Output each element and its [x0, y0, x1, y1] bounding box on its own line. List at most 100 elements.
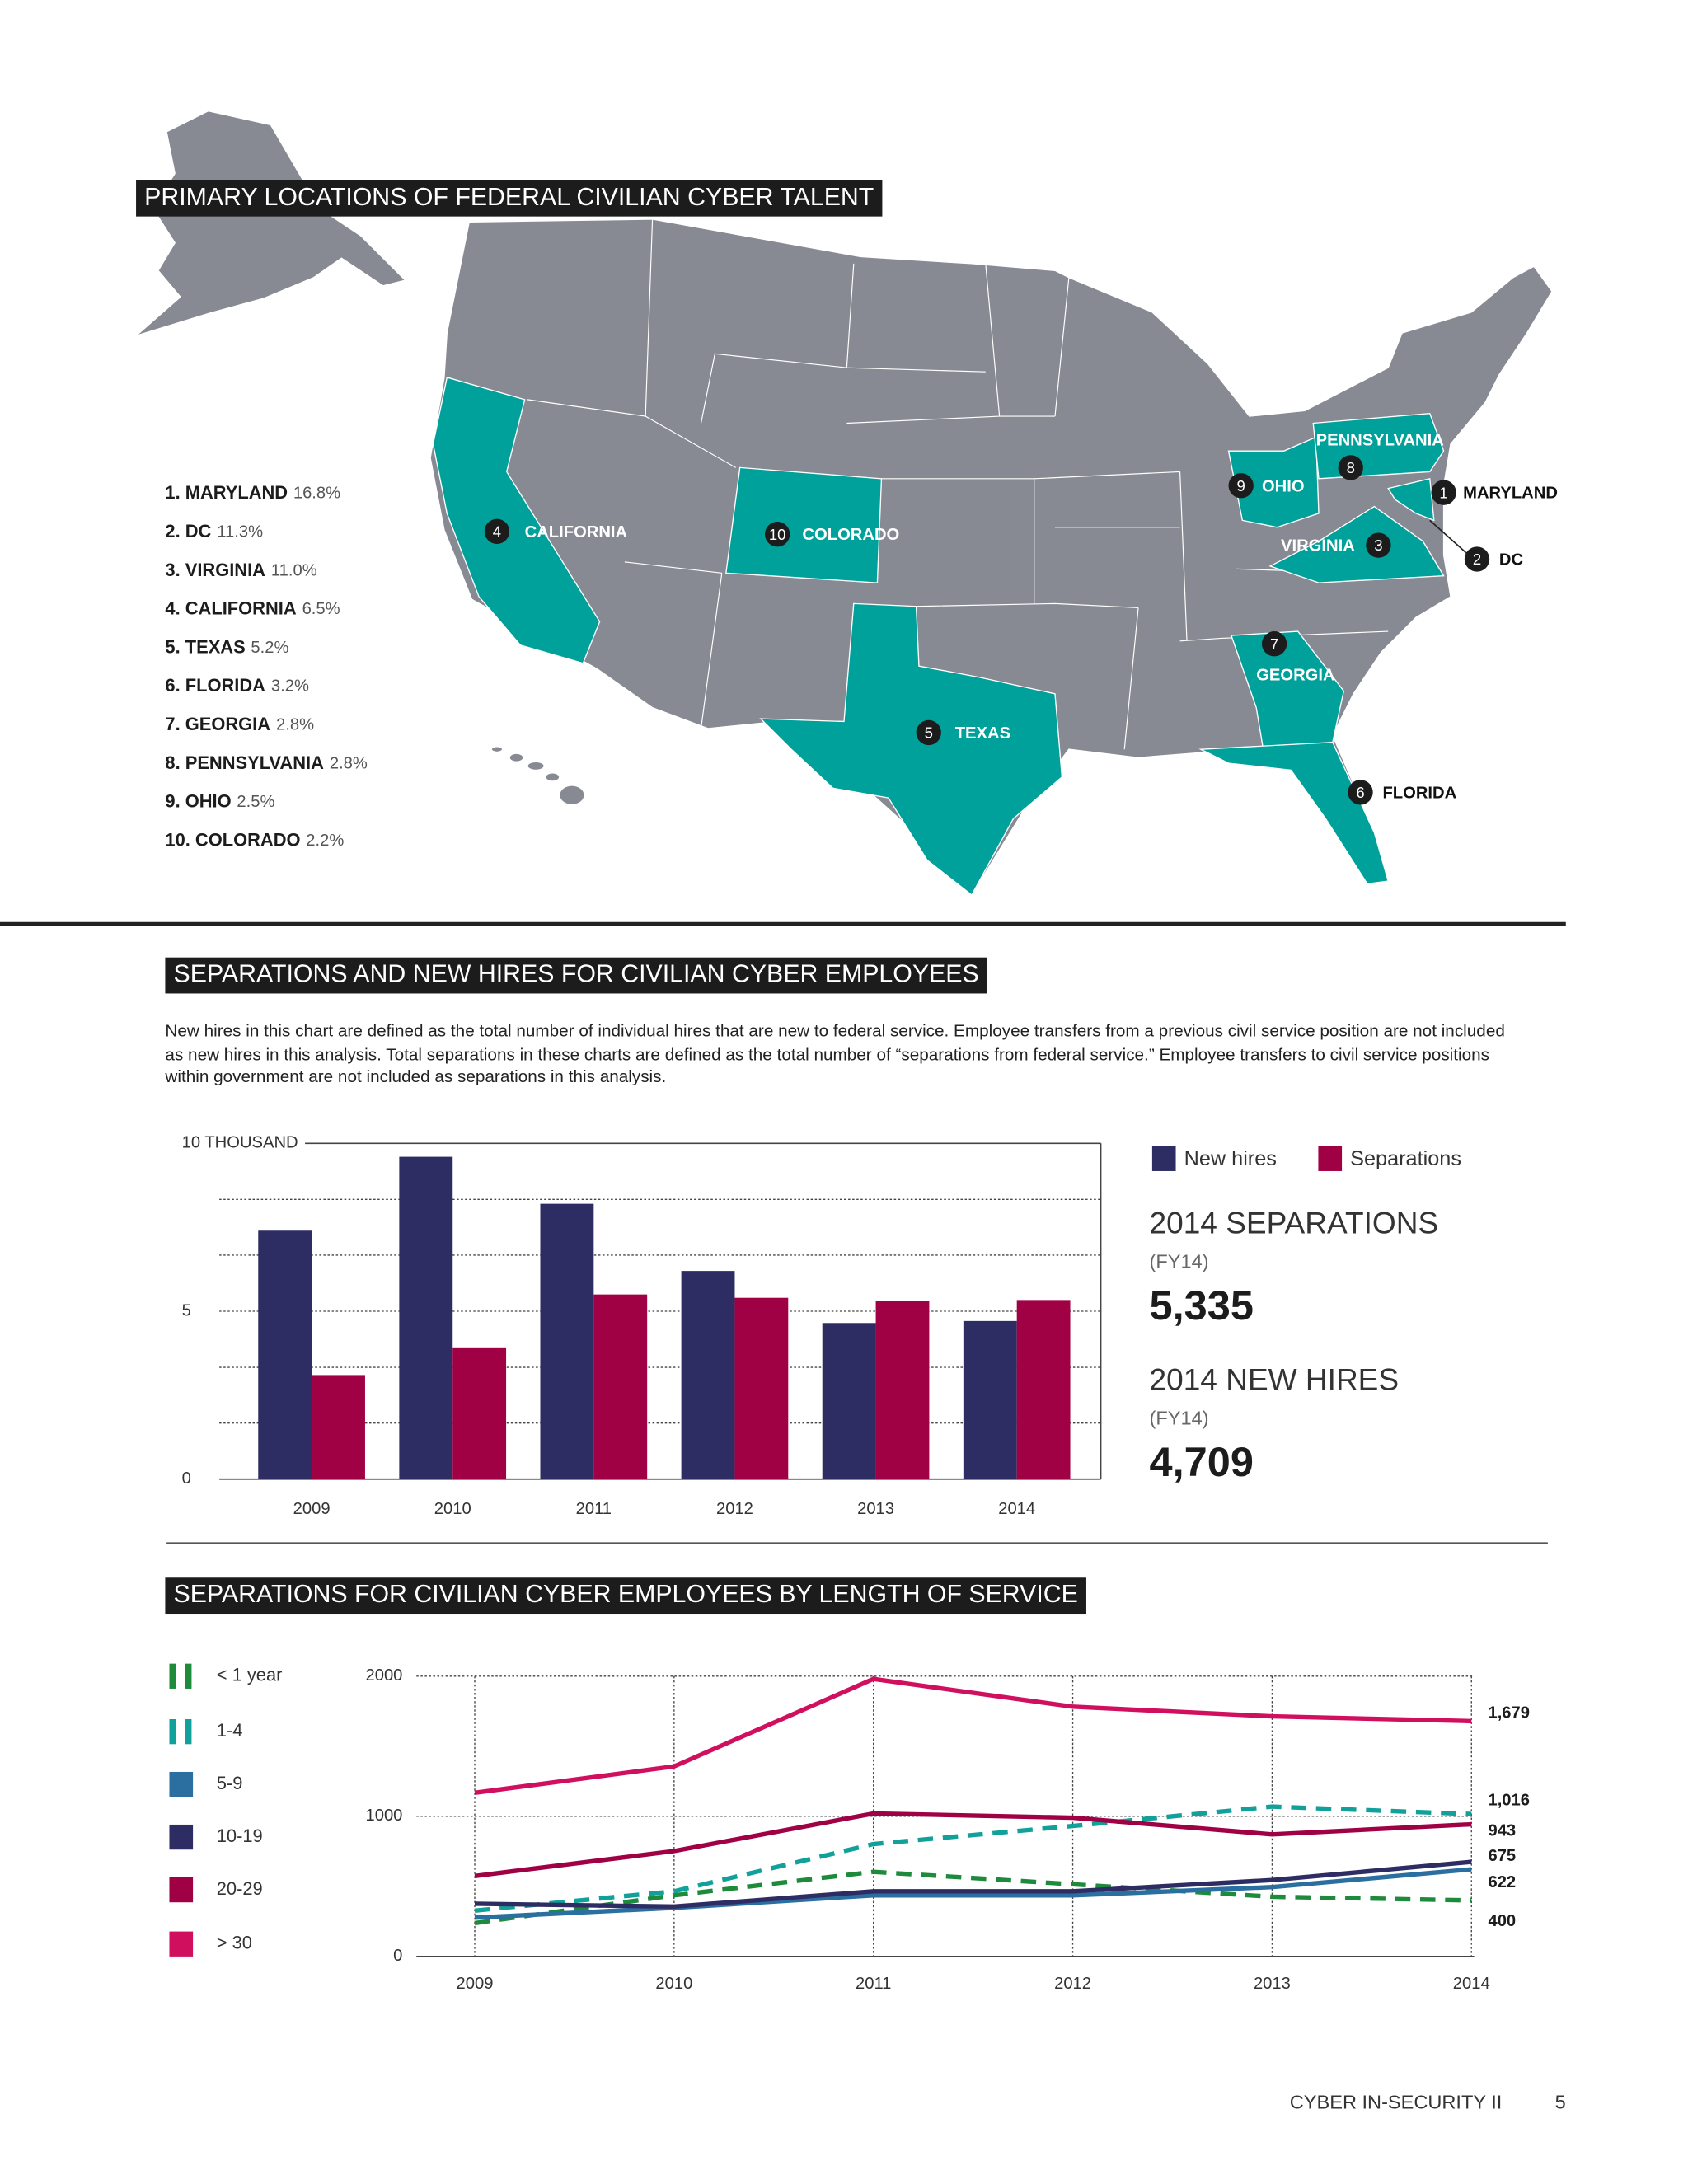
footer-publication: CYBER IN-SECURITY II: [1290, 2092, 1503, 2113]
marker-dot: [1366, 532, 1391, 558]
x-tick-label: 2011: [856, 1975, 891, 1993]
x-tick-label: 2010: [434, 1500, 471, 1518]
y-tick-label: 1000: [365, 1807, 402, 1825]
ranking-share: 3.2%: [271, 677, 309, 696]
x-tick-label: 2009: [293, 1500, 331, 1518]
section-title-bg: [165, 957, 987, 994]
stat-value: 5,335: [1150, 1282, 1254, 1329]
ranking-state: 2. DC: [165, 521, 211, 541]
legend-label: New hires: [1184, 1147, 1277, 1170]
section-title-bg: [165, 1577, 1086, 1615]
chart-description: New hires in this chart are defined as t…: [165, 1021, 1505, 1087]
dc-leader: [1429, 519, 1470, 556]
legend-swatch: [1318, 1146, 1343, 1171]
ranking-state: 1. MARYLAND: [165, 482, 288, 503]
marker-number: 6: [1356, 784, 1364, 801]
marker-name: OHIO: [1262, 477, 1305, 495]
bar: [399, 1156, 453, 1479]
x-tick-label: 2014: [998, 1500, 1035, 1518]
hawaii: [490, 746, 585, 806]
legend-swatch: [169, 1931, 194, 1957]
marker-number: 5: [925, 724, 933, 742]
ranking-state: 8. PENNSYLVANIA: [165, 752, 324, 773]
ranking-state: 4. CALIFORNIA: [165, 598, 296, 619]
ranking-state: 9. OHIO: [165, 791, 231, 812]
legend-label: < 1 year: [217, 1665, 283, 1685]
ranking-state: 5. TEXAS: [165, 636, 245, 657]
stat-title: 2014 SEPARATIONS: [1150, 1205, 1439, 1240]
marker-number: 3: [1374, 537, 1382, 554]
marker-name: GEORGIA: [1256, 666, 1335, 684]
legend-swatch: [169, 1877, 194, 1903]
bar: [258, 1230, 312, 1479]
x-tick-label: 2014: [1453, 1975, 1490, 1993]
series-line: [474, 1676, 1472, 1795]
legend-label: 1-4: [217, 1720, 243, 1741]
bar: [593, 1294, 648, 1479]
marker-number: 1: [1439, 484, 1447, 501]
x-tick-label: 2009: [457, 1975, 494, 1993]
footer-page: 5: [1555, 2092, 1566, 2113]
bar: [1016, 1300, 1071, 1479]
bar: [452, 1347, 507, 1479]
legend-swatch: [185, 1718, 192, 1745]
florida: [1198, 742, 1390, 885]
end-value-label: 400: [1488, 1912, 1516, 1930]
marker-number: 2: [1473, 551, 1481, 568]
state-borders: [527, 218, 1444, 750]
ranking-share: 2.8%: [330, 754, 368, 772]
bar: [963, 1320, 1017, 1479]
bar: [734, 1297, 789, 1479]
series-line: [474, 1859, 1472, 1910]
end-value-label: 675: [1488, 1847, 1516, 1865]
series-line: [474, 1867, 1472, 1920]
marker-dot: [916, 719, 941, 746]
legend-swatch: [185, 1663, 192, 1689]
marker-name: CALIFORNIA: [525, 523, 628, 541]
ranking-share: 2.5%: [237, 793, 274, 811]
stat-value: 4,709: [1150, 1438, 1254, 1485]
ranking-state: 7. GEORGIA: [165, 714, 270, 734]
marker-dot: [1228, 473, 1254, 499]
end-value-label: 943: [1488, 1822, 1516, 1840]
marker-dot: [1261, 631, 1287, 657]
ranking-share: 11.3%: [217, 523, 263, 541]
bar: [312, 1375, 365, 1479]
x-tick-label: 2012: [1054, 1975, 1091, 1993]
ranking-share: 5.2%: [251, 639, 288, 657]
section-title: SEPARATIONS AND NEW HIRES FOR CIVILIAN C…: [174, 961, 979, 988]
marker-name: COLORADO: [802, 526, 899, 544]
x-tick-label: 2012: [716, 1500, 753, 1518]
ranking-state: 6. FLORIDA: [165, 675, 265, 696]
marker-dot: [1348, 780, 1373, 805]
y-tick-label: 5: [182, 1301, 191, 1319]
marker-dot: [1431, 480, 1456, 505]
description-box: New hires in this chart are defined as t…: [165, 1021, 1505, 1087]
legend-label: 20-29: [217, 1878, 263, 1899]
marker-name: VIRGINIA: [1281, 537, 1355, 555]
marker-name: PENNSYLVANIA: [1316, 432, 1445, 450]
marker-number: 8: [1347, 459, 1355, 476]
ranking-state: 3. VIRGINIA: [165, 560, 265, 580]
x-tick-label: 2013: [857, 1500, 894, 1518]
bar: [875, 1301, 930, 1479]
alaska: [135, 110, 407, 337]
marker-number: 4: [493, 523, 501, 540]
stat-note: (FY14): [1150, 1250, 1209, 1272]
california: [432, 377, 601, 664]
virginia: [1268, 505, 1445, 583]
marker-dot: [484, 518, 510, 544]
x-tick-label: 2011: [576, 1500, 612, 1518]
marker-name: MARYLAND: [1463, 485, 1558, 503]
texas: [759, 602, 1063, 896]
marker-number: 7: [1270, 635, 1278, 653]
x-tick-label: 2013: [1254, 1975, 1291, 1993]
marker-number: 10: [769, 526, 786, 543]
legend-swatch: [169, 1663, 176, 1689]
y-tick-label: 10 THOUSAND: [182, 1134, 298, 1152]
marker-dot: [1464, 546, 1490, 572]
legend-swatch: [169, 1771, 194, 1797]
legend-swatch: [169, 1718, 176, 1745]
marker-dot: [765, 522, 790, 547]
